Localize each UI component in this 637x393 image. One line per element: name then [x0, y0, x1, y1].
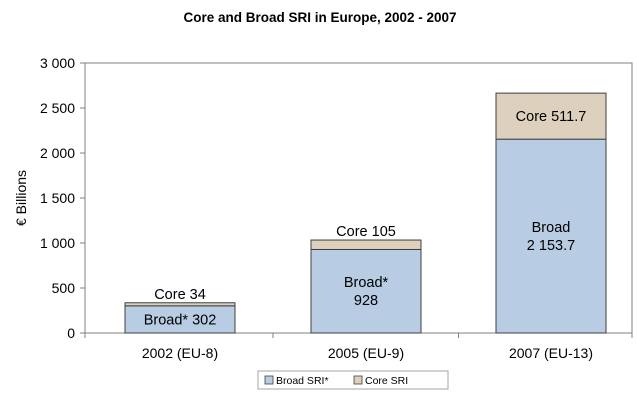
chart-title: Core and Broad SRI in Europe, 2002 - 200…	[183, 10, 456, 25]
plot-area: 0 500 1 000 1 500 2 000 2 500 3 000 2002 (EU-8)…	[40, 55, 633, 361]
data-label-broad-sri: 2 153.7	[527, 238, 575, 254]
data-label-core-sri: Core 511.7	[516, 109, 587, 125]
legend-box	[257, 370, 449, 390]
y-tick-label: 500	[52, 280, 76, 296]
bar-broad-sri	[124, 305, 236, 334]
x-tick-label: 2007 (EU-13)	[509, 345, 593, 361]
x-tick-label: 2002 (EU-8)	[142, 345, 218, 361]
legend: Broad SRI* Core SRI	[257, 370, 449, 390]
y-tick-label: 1 000	[40, 235, 75, 251]
bar-broad-sri	[495, 138, 607, 334]
y-tick-label: 2 000	[40, 145, 75, 161]
y-axis-label: € Billions	[13, 170, 29, 226]
data-label-core-sri: Core 105	[336, 224, 396, 240]
y-tick-label: 0	[67, 325, 75, 341]
data-label-broad-sri: Broad	[532, 220, 571, 236]
bar-core-sri	[124, 302, 236, 307]
bar-broad-sri	[310, 248, 422, 334]
x-tick-label: 2005 (EU-9)	[328, 345, 404, 361]
legend-label: Core SRI	[365, 375, 408, 387]
legend-swatch	[353, 375, 363, 385]
y-tick-label: 2 500	[40, 100, 75, 116]
legend-label: Broad SRI*	[276, 375, 329, 387]
y-tick-label: 3 000	[40, 55, 75, 71]
bar-core-sri	[310, 239, 422, 250]
data-label-core-sri: Core 34	[154, 287, 206, 303]
data-label-broad-sri: Broad*	[344, 275, 389, 291]
data-label-broad-sri: 928	[354, 293, 378, 309]
legend-swatch	[264, 375, 274, 385]
data-label-broad-sri: Broad* 302	[144, 312, 217, 328]
bar-core-sri	[495, 92, 607, 140]
y-tick-label: 1 500	[40, 190, 75, 206]
